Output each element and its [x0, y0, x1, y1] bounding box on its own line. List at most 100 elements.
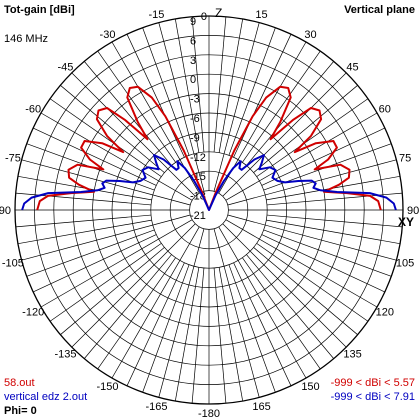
grid-spoke	[126, 34, 185, 158]
grid-spoke	[246, 61, 334, 166]
grid-spoke	[97, 257, 176, 370]
plane-label: Vertical plane	[344, 4, 415, 16]
grid-spoke	[60, 85, 165, 173]
radial-tick-label: -9	[190, 132, 200, 144]
grid-spoke	[256, 243, 369, 322]
grid-spoke	[17, 219, 152, 245]
angle-tick-label: -60	[25, 104, 41, 116]
horizon-label: XY	[398, 215, 415, 229]
grid-spoke	[263, 229, 392, 277]
grid-spoke	[253, 247, 358, 335]
grid-spoke	[266, 219, 401, 245]
grid-spoke	[191, 16, 205, 153]
grid-spoke	[261, 127, 385, 186]
grid-spoke	[242, 50, 321, 163]
grid-spoke	[142, 264, 190, 393]
polar-grid	[14, 15, 404, 405]
zenith-label: Z	[215, 6, 223, 20]
frequency-label: 146 MHz	[4, 33, 49, 45]
grid-spoke	[40, 112, 193, 201]
angle-tick-label: -90	[0, 205, 11, 217]
grid-spoke	[246, 254, 334, 359]
grid-spoke	[60, 247, 165, 335]
radial-tick-label: -12	[190, 152, 206, 164]
angle-tick-label: 150	[301, 381, 319, 393]
grid-spoke	[97, 50, 176, 163]
grid-spoke	[15, 192, 152, 206]
legend-series1-range: -999 < dBi < 5.57	[330, 377, 415, 389]
grid-spoke	[228, 27, 276, 156]
angle-tick-label: -75	[5, 152, 21, 164]
angle-tick-label: 45	[346, 61, 358, 73]
grid-spoke	[222, 72, 347, 197]
grid-spoke	[84, 61, 172, 166]
angle-tick-label: 135	[343, 349, 361, 361]
angle-tick-label: 105	[396, 258, 414, 270]
angle-tick-label: -30	[100, 29, 116, 41]
radial-tick-label: 0	[190, 74, 196, 86]
grid-spoke	[266, 192, 403, 206]
grid-spoke	[49, 243, 162, 322]
grid-spoke	[225, 112, 378, 201]
angle-tick-label: -150	[96, 381, 118, 393]
chart-title: Tot-gain [dBi]	[4, 4, 75, 16]
grid-spoke	[266, 214, 403, 228]
legend-series2-name: vertical edz 2.out	[4, 391, 88, 403]
angle-tick-label: -105	[2, 258, 24, 270]
grid-spoke	[233, 34, 292, 158]
grid-spoke	[261, 234, 385, 293]
grid-spoke	[84, 254, 172, 359]
grid-spoke	[213, 16, 227, 153]
grid-spoke	[225, 219, 378, 308]
angle-tick-label: -165	[145, 401, 167, 413]
angle-tick-label: 0	[201, 11, 207, 23]
angle-tick-label: -120	[22, 307, 44, 319]
grid-spoke	[218, 267, 244, 402]
grid-spoke	[158, 228, 205, 398]
grid-spoke	[227, 159, 397, 206]
angle-tick-label: 15	[255, 9, 267, 21]
grid-spoke	[242, 257, 321, 370]
angle-tick-label: 75	[399, 152, 411, 164]
grid-spoke	[142, 27, 190, 156]
angle-tick-label: -15	[149, 9, 165, 21]
grid-spoke	[40, 219, 193, 308]
grid-spoke	[21, 214, 191, 261]
grid-spoke	[233, 262, 292, 386]
series-trace-2	[21, 154, 397, 211]
radial-tick-label: 3	[190, 55, 196, 67]
angle-tick-label: -180	[198, 408, 220, 419]
angle-tick-label: -45	[58, 61, 74, 73]
grid-spoke	[218, 18, 244, 153]
grid-spoke	[15, 214, 152, 228]
grid-spoke	[21, 159, 191, 206]
legend-series2-range: -999 < dBi < 7.91	[330, 391, 415, 403]
grid-spoke	[213, 267, 227, 404]
grid-spoke	[228, 264, 276, 393]
grid-spoke	[191, 267, 205, 404]
legend-series1-name: 58.out	[4, 377, 35, 389]
grid-spoke	[111, 226, 200, 379]
grid-spoke	[256, 98, 369, 177]
grid-spoke	[49, 98, 162, 177]
grid-spoke	[174, 267, 200, 402]
angle-tick-label: 30	[304, 29, 316, 41]
angle-tick-label: 165	[252, 401, 270, 413]
grid-spoke	[33, 127, 157, 186]
radial-tick-label: -21	[190, 210, 206, 222]
grid-spoke	[158, 22, 205, 192]
grid-spoke	[71, 223, 196, 348]
series-layer	[21, 85, 397, 211]
grid-spoke	[227, 214, 397, 261]
radial-tick-label: 9	[190, 16, 196, 28]
grid-spoke	[213, 228, 260, 398]
angle-tick-label: 90	[407, 205, 419, 217]
grid-spoke	[253, 85, 358, 173]
radial-tick-label: -3	[190, 94, 200, 106]
grid-spoke	[71, 72, 196, 197]
angle-tick-label: 60	[379, 104, 391, 116]
phi-label: Phi= 0	[4, 405, 37, 417]
grid-spoke	[33, 234, 157, 293]
